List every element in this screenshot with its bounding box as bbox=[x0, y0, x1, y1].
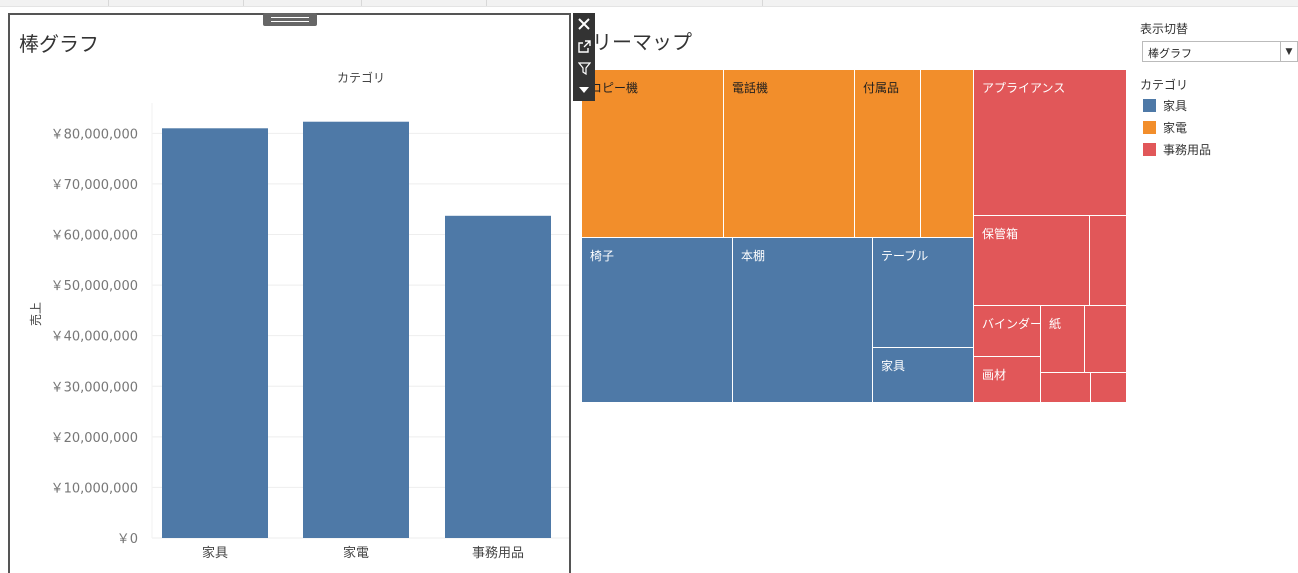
x-tick-label: 事務用品 bbox=[472, 546, 524, 561]
treemap-cell[interactable] bbox=[1091, 373, 1127, 403]
treemap-cell[interactable]: アプライアンス bbox=[974, 70, 1127, 216]
treemap-cell[interactable]: 紙 bbox=[1041, 306, 1085, 373]
treemap-cell[interactable]: 付属品 bbox=[855, 70, 921, 238]
treemap-cell-label: テーブル bbox=[881, 249, 929, 263]
view-switch-value: 棒グラフ bbox=[1148, 47, 1192, 60]
treemap-cell[interactable]: バインダー bbox=[974, 306, 1041, 357]
y-tick-label: ￥10,000,000 bbox=[51, 481, 138, 496]
y-tick-label: ￥70,000,000 bbox=[51, 178, 138, 193]
open-in-new-icon[interactable] bbox=[573, 35, 595, 57]
legend-label: 家電 bbox=[1163, 121, 1188, 135]
y-tick-label: ￥50,000,000 bbox=[51, 279, 138, 294]
treemap-cell-label: 電話機 bbox=[732, 81, 769, 95]
treemap-cell-label: 本棚 bbox=[741, 249, 766, 263]
y-tick-label: ￥0 bbox=[117, 532, 138, 547]
treemap-cell[interactable]: 本棚 bbox=[733, 238, 873, 403]
treemap-cell-label: バインダー bbox=[982, 317, 1041, 331]
dashboard-top-strip bbox=[0, 0, 1298, 7]
treemap-cell-label: アプライアンス bbox=[982, 81, 1066, 95]
treemap-cell[interactable]: 家具 bbox=[873, 348, 974, 403]
treemap: コピー機 電話機 付属品椅子 本棚 テーブル家具 アプライアンス 保管箱バインダー紙画材 bbox=[582, 70, 1127, 403]
treemap-cell[interactable] bbox=[1085, 306, 1127, 373]
legend-label: 家具 bbox=[1163, 99, 1188, 113]
sheet-toolbar bbox=[573, 13, 595, 101]
y-tick-label: ￥80,000,000 bbox=[51, 127, 138, 142]
legend-item-furniture[interactable]: 家具 bbox=[1143, 97, 1187, 114]
bar[interactable] bbox=[303, 121, 409, 538]
treemap-cell[interactable]: 椅子 bbox=[582, 238, 733, 403]
treemap-title: リーマップ bbox=[592, 30, 692, 54]
bar[interactable] bbox=[445, 215, 551, 538]
treemap-cell-label: コピー機 bbox=[590, 81, 639, 95]
treemap-cell[interactable]: 電話機 bbox=[724, 70, 855, 238]
treemap-cell[interactable] bbox=[1090, 216, 1127, 306]
treemap-cell-label: 付属品 bbox=[863, 81, 900, 95]
treemap-cell[interactable]: 画材 bbox=[974, 357, 1041, 403]
legend-title: カテゴリ bbox=[1140, 78, 1189, 92]
y-tick-label: ￥30,000,000 bbox=[51, 380, 138, 395]
legend-swatch bbox=[1143, 143, 1156, 156]
move-handle[interactable] bbox=[263, 13, 317, 26]
filter-icon[interactable] bbox=[573, 57, 595, 79]
y-tick-label: ￥60,000,000 bbox=[51, 229, 138, 244]
legend-swatch bbox=[1143, 99, 1156, 112]
treemap-cell-label: 紙 bbox=[1049, 317, 1062, 331]
view-switch-title: 表示切替 bbox=[1140, 22, 1189, 36]
treemap-cell-label: 椅子 bbox=[590, 249, 615, 263]
treemap-cell[interactable]: 保管箱 bbox=[974, 216, 1090, 306]
view-switch-select[interactable]: 棒グラフ ▼ bbox=[1142, 41, 1298, 62]
x-tick-label: 家電 bbox=[343, 545, 369, 561]
treemap-cell[interactable] bbox=[921, 70, 974, 238]
treemap-cell-label: 家具 bbox=[881, 359, 906, 373]
x-axis-title: カテゴリ bbox=[337, 70, 385, 85]
bar-chart-title: 棒グラフ bbox=[19, 32, 99, 56]
x-tick-label: 家具 bbox=[202, 545, 228, 561]
chevron-down-icon[interactable]: ▼ bbox=[1280, 42, 1297, 61]
treemap-cell-label: 保管箱 bbox=[982, 227, 1019, 241]
y-axis-title: 売上 bbox=[28, 302, 43, 326]
treemap-cell[interactable]: テーブル bbox=[873, 238, 974, 348]
treemap-cell[interactable] bbox=[1041, 373, 1091, 403]
legend-item-office-supplies[interactable]: 事務用品 bbox=[1143, 141, 1211, 158]
bar-chart-panel[interactable]: ￥0 ￥10,000,000 ￥20,000,000 ￥30,000,000 ￥40,0… bbox=[8, 13, 571, 573]
y-tick-label: ￥40,000,000 bbox=[51, 330, 138, 345]
legend-swatch bbox=[1143, 121, 1156, 134]
y-tick-label: ￥20,000,000 bbox=[51, 431, 138, 446]
treemap-cell-label: 画材 bbox=[982, 368, 1007, 382]
bar[interactable] bbox=[162, 128, 268, 538]
legend-item-appliances[interactable]: 家電 bbox=[1143, 119, 1187, 136]
treemap-cell[interactable]: コピー機 bbox=[582, 70, 724, 238]
legend-label: 事務用品 bbox=[1163, 143, 1212, 157]
dropdown-icon[interactable] bbox=[573, 79, 595, 101]
close-icon[interactable] bbox=[573, 13, 595, 35]
bar-chart: ￥0 ￥10,000,000 ￥20,000,000 ￥30,000,000 ￥40,0… bbox=[28, 70, 569, 561]
